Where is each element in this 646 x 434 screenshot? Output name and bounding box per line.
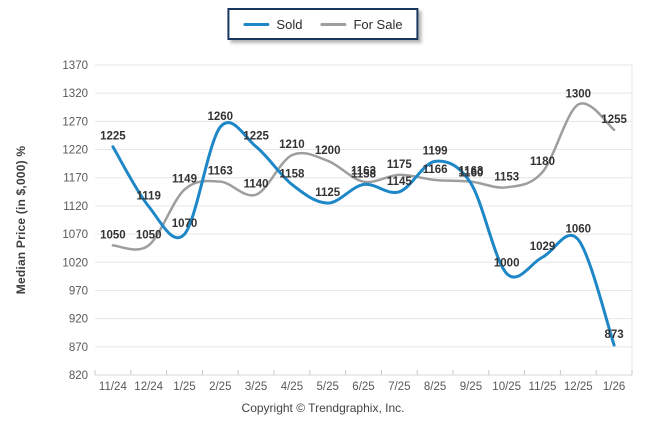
- for-sale-line-swatch: [320, 22, 347, 26]
- data-label-sold: 1000: [494, 258, 520, 270]
- y-tick-label: 970: [69, 285, 88, 297]
- data-label-for-sale: 1255: [601, 114, 627, 126]
- y-tick-label: 820: [69, 370, 88, 382]
- data-label-sold: 1029: [530, 241, 556, 253]
- y-tick-label: 1070: [62, 229, 88, 241]
- x-tick-label: 6/25: [352, 381, 374, 393]
- data-label-for-sale: 1149: [172, 174, 197, 186]
- data-label-sold: 873: [605, 329, 624, 341]
- data-label-sold: 1160: [458, 167, 483, 179]
- data-label-sold: 1225: [243, 131, 269, 143]
- y-tick-label: 920: [69, 314, 88, 326]
- x-tick-label: 9/25: [460, 381, 482, 393]
- legend-label-sold: Sold: [276, 16, 303, 32]
- data-label-sold: 1125: [315, 187, 341, 199]
- data-label-for-sale: 1175: [387, 159, 413, 171]
- x-tick-label: 1/25: [173, 381, 195, 393]
- data-label-for-sale: 1153: [494, 171, 519, 183]
- data-label-for-sale: 1140: [244, 179, 269, 191]
- x-tick-label: 12/25: [564, 381, 593, 393]
- data-label-for-sale: 1163: [208, 166, 233, 178]
- data-label-sold: 1119: [137, 190, 161, 202]
- x-tick-label: 12/24: [134, 381, 163, 393]
- data-label-for-sale: 1300: [566, 88, 592, 100]
- x-tick-label: 1/26: [603, 381, 625, 393]
- legend-item-for-sale[interactable]: For Sale: [320, 16, 403, 32]
- y-tick-label: 1170: [63, 173, 88, 185]
- data-label-sold: 1145: [387, 176, 413, 188]
- x-tick-label: 4/25: [281, 381, 303, 393]
- y-tick-label: 1270: [62, 116, 88, 128]
- x-tick-label: 7/25: [388, 381, 410, 393]
- data-label-for-sale: 1166: [423, 164, 448, 176]
- x-tick-label: 2/25: [209, 381, 231, 393]
- legend-label-for-sale: For Sale: [353, 16, 403, 32]
- data-label-for-sale: 1180: [530, 156, 555, 168]
- x-tick-label: 11/24: [99, 381, 128, 393]
- data-label-sold: 1199: [423, 145, 448, 157]
- data-label-sold: 1260: [208, 111, 234, 123]
- x-tick-label: 3/25: [245, 381, 267, 393]
- legend: Sold For Sale: [227, 8, 419, 40]
- x-tick-label: 11/25: [529, 381, 557, 393]
- data-label-sold: 1158: [279, 168, 305, 180]
- x-tick-label: 5/25: [317, 381, 339, 393]
- copyright-text: Copyright © Trendgraphix, Inc.: [241, 401, 405, 415]
- data-label-sold: 1158: [351, 168, 377, 180]
- y-tick-label: 1320: [62, 88, 88, 100]
- data-label-sold: 1225: [100, 131, 126, 143]
- data-label-for-sale: 1163: [458, 166, 483, 178]
- legend-item-sold[interactable]: Sold: [243, 17, 302, 32]
- x-tick-label: 10/25: [492, 381, 521, 393]
- y-tick-label: 870: [69, 342, 88, 354]
- data-label-for-sale: 1200: [315, 145, 341, 157]
- x-tick-label: 8/25: [424, 381, 446, 393]
- data-label-for-sale: 1050: [136, 229, 162, 241]
- data-label-sold: 1070: [172, 218, 198, 230]
- y-tick-label: 1120: [63, 201, 88, 213]
- data-label-for-sale: 1163: [351, 166, 376, 178]
- sold-line: [111, 121, 616, 347]
- y-axis-title: Median Price (in $,000) %: [14, 145, 28, 295]
- y-tick-label: 1370: [62, 60, 88, 72]
- sold-line-swatch: [243, 22, 270, 26]
- data-label-sold: 1060: [566, 224, 592, 236]
- y-tick-label: 1020: [62, 257, 88, 269]
- data-label-for-sale: 1050: [100, 229, 126, 241]
- y-tick-label: 1220: [62, 145, 88, 157]
- for-sale-line: [111, 102, 616, 251]
- data-label-for-sale: 1210: [279, 139, 305, 151]
